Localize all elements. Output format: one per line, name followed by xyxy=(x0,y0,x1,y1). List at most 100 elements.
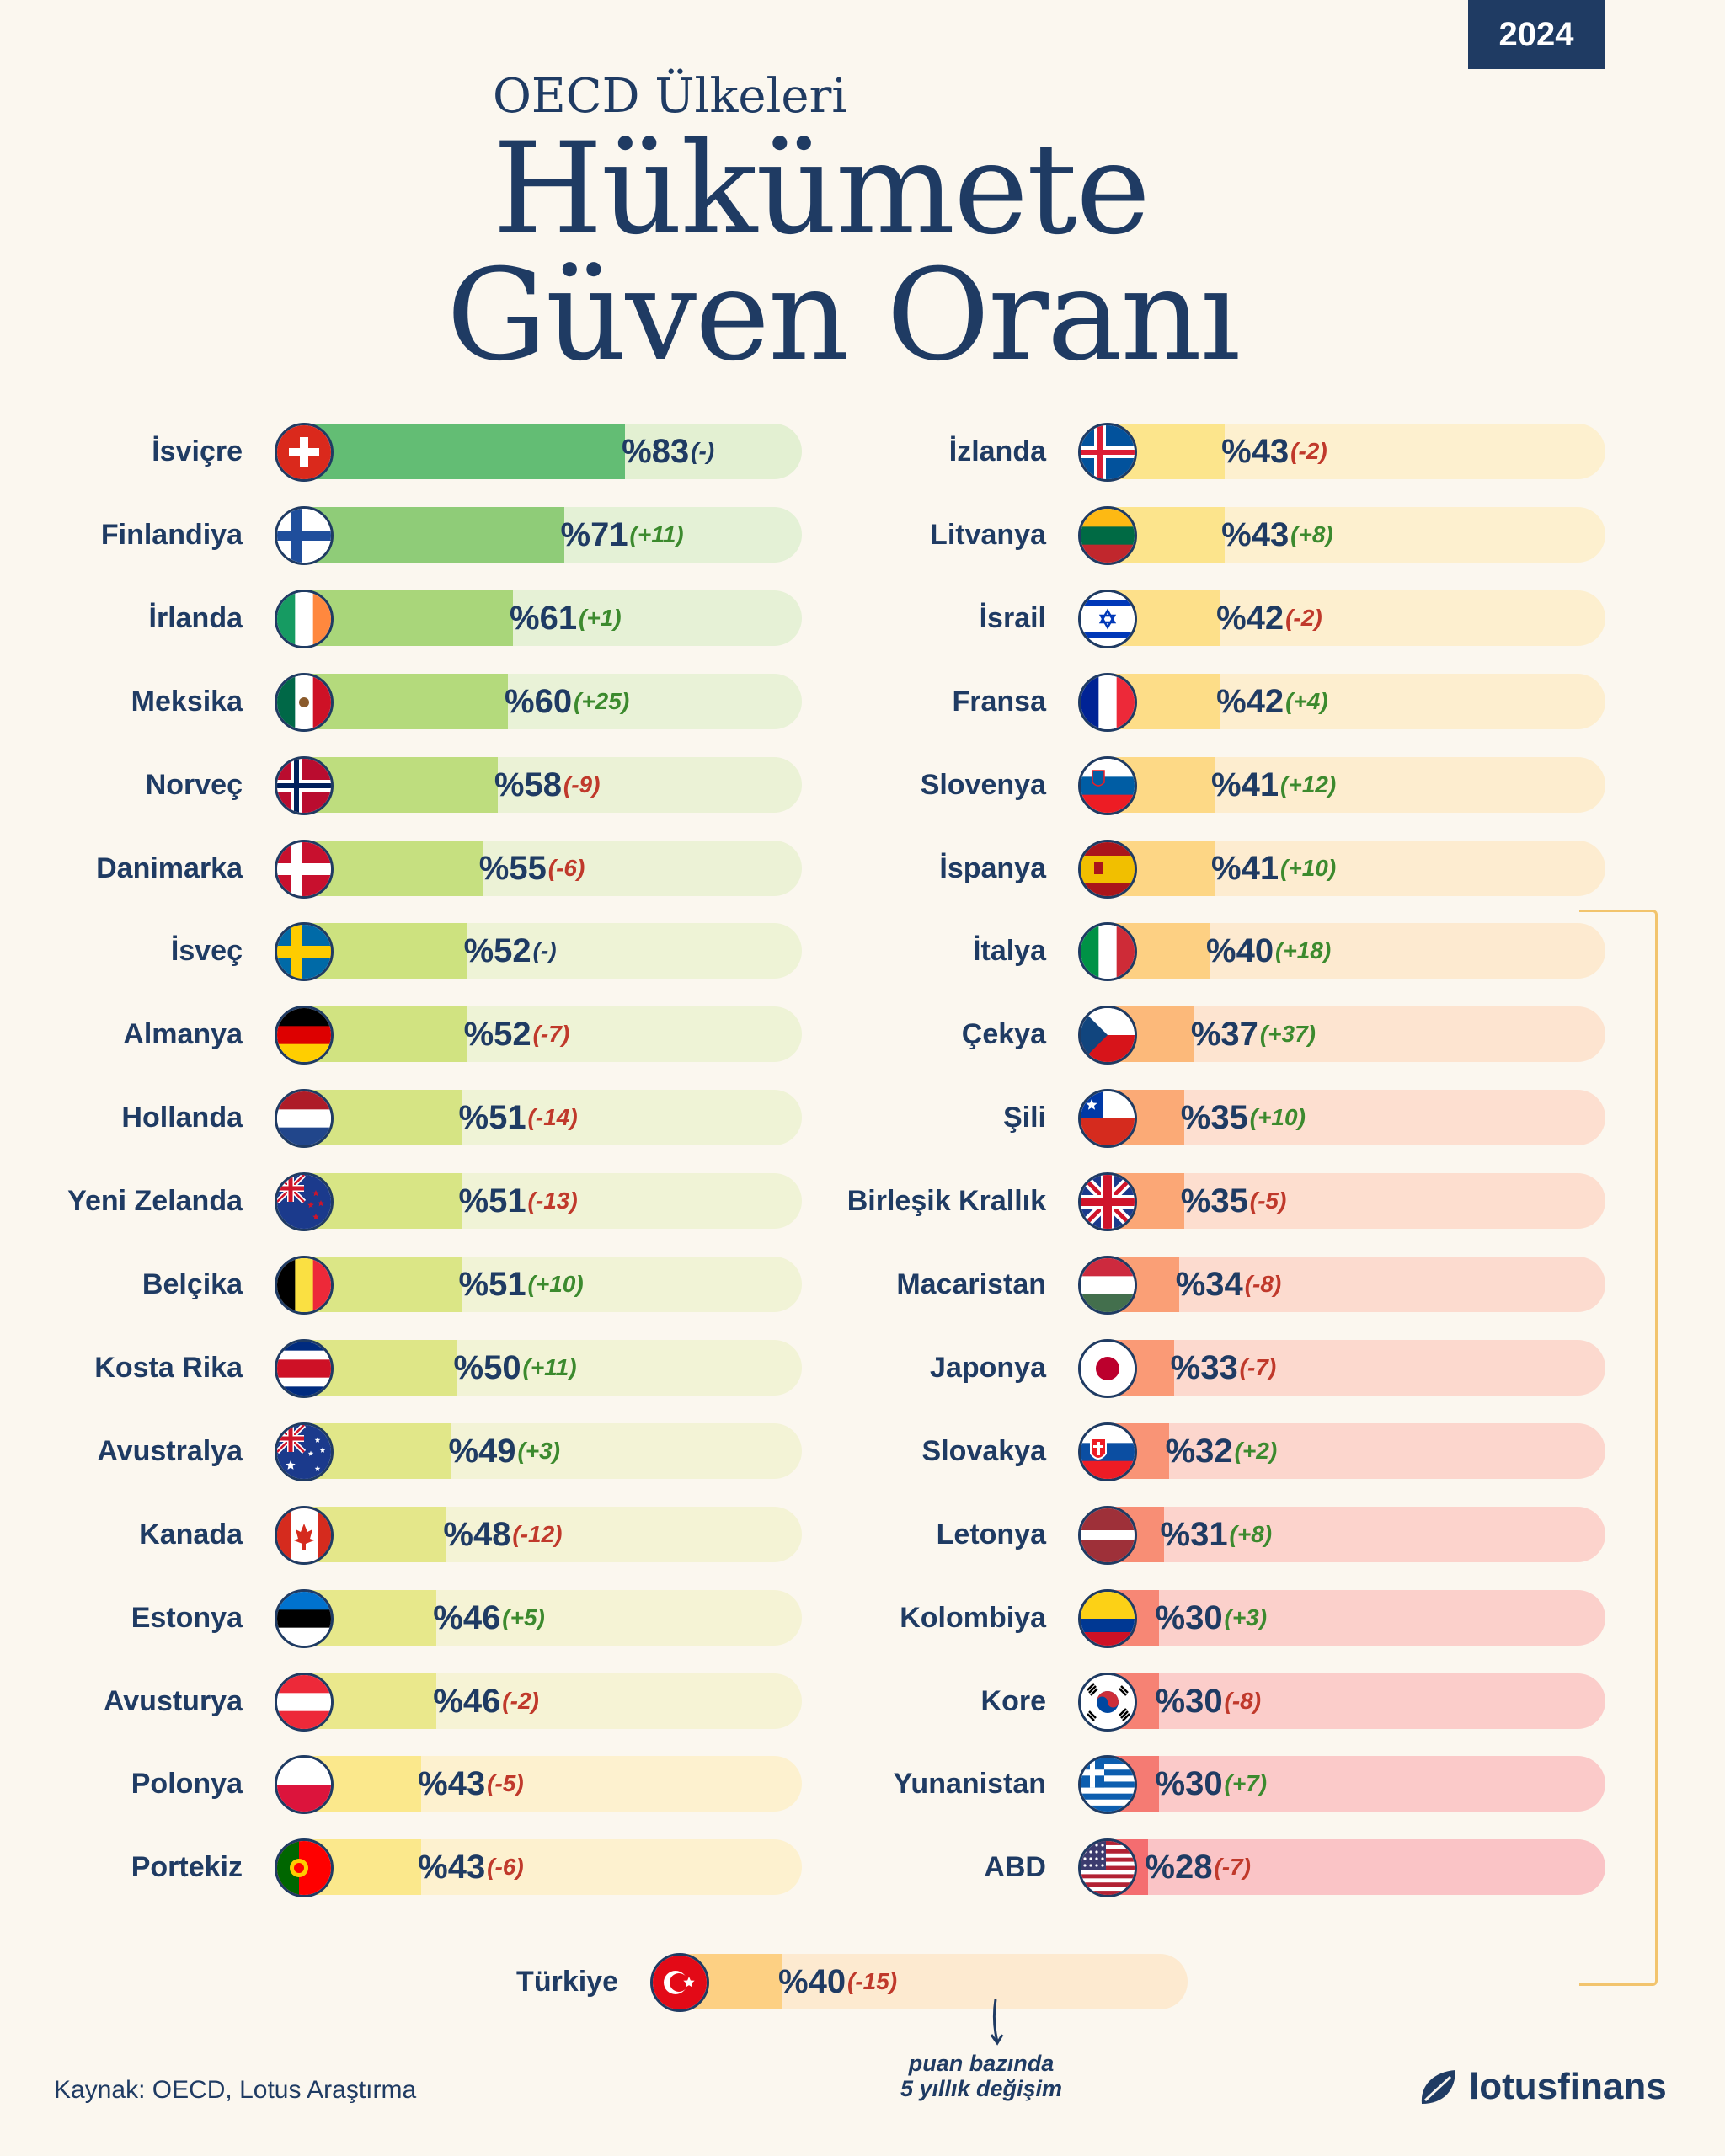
bar-change-label: (+3) xyxy=(1224,1604,1268,1630)
bar-change-label: (-7) xyxy=(1214,1854,1251,1880)
bar-track xyxy=(1107,1839,1605,1895)
chart-supertitle: OECD Ülkeleri xyxy=(493,69,847,124)
sk-flag-icon xyxy=(1078,1422,1137,1481)
bar-value-label: %34 xyxy=(1175,1266,1243,1303)
bar-row-norvec: Norveç %58 (-9) xyxy=(146,756,802,815)
bar-change-label: (+8) xyxy=(1290,521,1333,547)
bar-change-label: (-8) xyxy=(1244,1271,1282,1297)
jp-flag-icon xyxy=(1078,1339,1137,1398)
bar-row-yeni-zelanda: Yeni Zelanda %51 (-13) xyxy=(67,1172,802,1231)
bar-label: Avusturya xyxy=(103,1685,243,1717)
bar-fill xyxy=(303,757,498,813)
bar-value-label: %51 xyxy=(458,1266,526,1303)
fi-flag-icon xyxy=(275,506,334,565)
bar-value-label: %35 xyxy=(1180,1099,1248,1136)
bar-value-label: %28 xyxy=(1145,1849,1213,1886)
bar-track xyxy=(1107,1423,1605,1479)
change-note-line-1: puan bazında xyxy=(908,2051,1055,2076)
bar-label: Litvanya xyxy=(930,519,1046,551)
bar-change-label: (-6) xyxy=(487,1854,524,1880)
bar-change-label: (+11) xyxy=(522,1354,577,1380)
bar-change-label: (+11) xyxy=(629,521,684,547)
bar-row-litvanya: Litvanya %43 (+8) xyxy=(930,506,1605,565)
bar-row-ispanya: İspanya %41 (+10) xyxy=(939,840,1605,899)
lotus-leaf-icon xyxy=(1421,2070,1455,2104)
bar-value-label: %43 xyxy=(418,1765,486,1802)
cl-flag-icon xyxy=(1078,1089,1137,1148)
cr-flag-icon xyxy=(275,1339,334,1398)
bar-value-label: %60 xyxy=(505,683,573,720)
de-flag-icon xyxy=(275,1006,334,1065)
bar-label: Çekya xyxy=(961,1018,1046,1050)
bar-label: Belçika xyxy=(142,1268,243,1300)
bar-value-label: %51 xyxy=(458,1182,526,1219)
bar-row-finlandiya: Finlandiya %71 (+11) xyxy=(101,506,802,565)
bar-value-label: %31 xyxy=(1160,1516,1228,1553)
no-flag-icon xyxy=(275,756,334,815)
is-flag-icon xyxy=(1078,423,1137,482)
bar-change-label: (-7) xyxy=(532,1021,570,1047)
lv-flag-icon xyxy=(1078,1506,1137,1565)
au-flag-icon xyxy=(275,1422,334,1481)
bar-row-turkiye: Türkiye %40 (-15) xyxy=(516,1953,1188,2012)
bar-label: Almanya xyxy=(123,1018,243,1050)
bar-value-label: %40 xyxy=(778,1963,846,2000)
bar-change-label: (-2) xyxy=(1285,605,1322,631)
bar-label: Meksika xyxy=(131,686,243,718)
bar-label: Şili xyxy=(1002,1102,1046,1134)
ee-flag-icon xyxy=(275,1589,334,1648)
bar-label: Estonya xyxy=(131,1602,243,1634)
bar-label: Slovakya xyxy=(921,1435,1046,1467)
bar-change-label: (-2) xyxy=(502,1688,539,1714)
kr-flag-icon xyxy=(1078,1673,1137,1732)
bar-row-letonya: Letonya %31 (+8) xyxy=(937,1506,1605,1565)
source-text: Kaynak: OECD, Lotus Araştırma xyxy=(54,2076,417,2104)
bar-label: İsveç xyxy=(170,935,243,967)
bar-row-slovakya: Slovakya %32 (+2) xyxy=(922,1422,1605,1481)
bar-row-isvicre: İsviçre %83 (-) xyxy=(152,423,802,482)
bar-row-isvec: İsveç %52 (-) xyxy=(171,922,802,981)
us-flag-icon xyxy=(1078,1838,1137,1897)
bar-value-label: %43 xyxy=(1221,516,1290,553)
bar-row-avustralya: Avustralya %49 (+3) xyxy=(97,1422,802,1481)
bar-row-portekiz: Portekiz %43 (-6) xyxy=(131,1838,802,1897)
bar-value-label: %58 xyxy=(494,766,562,803)
bar-value-label: %41 xyxy=(1211,766,1279,803)
bar-row-birlesik-krallik: Birleşik Krallık %35 (-5) xyxy=(847,1172,1605,1231)
il-flag-icon xyxy=(1078,590,1137,648)
bar-change-label: (-6) xyxy=(547,855,585,881)
bar-label: Macaristan xyxy=(896,1268,1046,1300)
bar-label: İrlanda xyxy=(148,602,243,634)
bar-value-label: %42 xyxy=(1216,600,1284,637)
bar-change-label: (-5) xyxy=(1249,1187,1287,1214)
bar-value-label: %33 xyxy=(1170,1349,1238,1386)
bar-row-kanada: Kanada %48 (-12) xyxy=(139,1506,802,1565)
bar-value-label: %46 xyxy=(433,1599,501,1636)
brand-logo: lotusfinans xyxy=(1417,2065,1667,2109)
bar-value-label: %30 xyxy=(1155,1599,1223,1636)
bar-value-label: %49 xyxy=(448,1433,516,1470)
hu-flag-icon xyxy=(1078,1256,1137,1315)
bar-label: Norveç xyxy=(145,769,243,801)
bar-value-label: %52 xyxy=(463,932,531,969)
bar-value-label: %52 xyxy=(463,1016,531,1053)
year-badge: 2024 xyxy=(1468,0,1605,69)
bar-value-label: %37 xyxy=(1190,1016,1258,1053)
bar-label: Polonya xyxy=(131,1768,243,1800)
se-flag-icon xyxy=(275,922,334,981)
bar-value-label: %71 xyxy=(560,516,628,553)
bar-change-label: (+3) xyxy=(517,1438,561,1464)
bar-value-label: %61 xyxy=(510,600,578,637)
bar-value-label: %40 xyxy=(1206,932,1274,969)
bar-track xyxy=(1107,1340,1605,1396)
ie-flag-icon xyxy=(275,590,334,648)
bar-change-label: (+1) xyxy=(579,605,622,631)
bar-change-label: (-12) xyxy=(512,1521,563,1547)
note-arrow-icon xyxy=(990,1999,1004,2046)
bar-change-label: (+10) xyxy=(1280,855,1337,881)
bar-label: Letonya xyxy=(936,1518,1046,1550)
bar-track xyxy=(1107,1090,1605,1145)
bar-track xyxy=(1107,1590,1605,1646)
change-note: puan bazında 5 yıllık değişim xyxy=(876,2051,1087,2101)
bar-label: Slovenya xyxy=(920,769,1046,801)
